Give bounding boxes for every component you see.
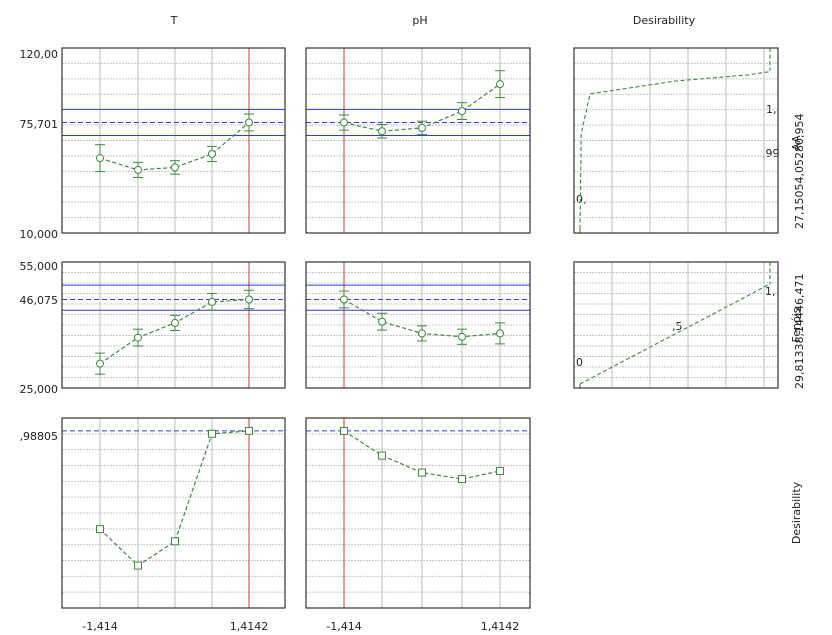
data-point: [459, 476, 466, 483]
desfun-aa-ticks: 27,15054,05280,954: [793, 114, 806, 229]
desfun-aa-label-99: ,99: [762, 147, 780, 160]
ytick-fen-bot: 25,000: [20, 383, 59, 396]
data-point: [135, 166, 142, 173]
desfun-fen-label-1: 1,: [765, 285, 776, 298]
data-point: [97, 155, 104, 162]
data-point: [209, 430, 216, 437]
panel-2-ph: [306, 418, 530, 608]
data-point: [341, 427, 348, 434]
ytick-aa-mid: 75,701: [20, 118, 59, 131]
data-point: [246, 119, 253, 126]
data-point: [341, 119, 348, 126]
data-point: [419, 469, 426, 476]
column-title-t: T: [170, 14, 178, 27]
data-point: [497, 81, 504, 88]
data-point: [341, 296, 348, 303]
data-point: [97, 360, 104, 367]
data-point: [172, 164, 179, 171]
desirability-curve: [580, 284, 770, 384]
xtick-ph-max: 1,4142: [481, 620, 520, 633]
panel-2-t: [62, 418, 285, 608]
row-label-desirability: Desirability: [790, 481, 803, 544]
panel-0-ph: [306, 48, 530, 233]
ytick-aa-top: 120,00: [20, 48, 59, 61]
data-point: [172, 538, 179, 545]
data-point: [97, 526, 104, 533]
column-title-desirability: Desirability: [633, 14, 696, 27]
data-point: [459, 108, 466, 115]
data-point: [419, 330, 426, 337]
ytick-aa-bot: 10,000: [20, 228, 59, 241]
data-point: [135, 334, 142, 341]
panel-1-t: [62, 262, 285, 388]
data-point: [497, 330, 504, 337]
xtick-t-max: 1,4142: [230, 620, 269, 633]
ytick-des-mid: ,98805: [20, 430, 59, 443]
data-point: [459, 333, 466, 340]
data-point: [172, 319, 179, 326]
data-point: [419, 124, 426, 131]
data-point: [379, 452, 386, 459]
data-point: [135, 562, 142, 569]
data-point: [497, 467, 504, 474]
ytick-fen-mid: 46,075: [20, 294, 59, 307]
desfun-fen-ticks: 29,81338,14446,471: [793, 274, 806, 389]
panel-desirability-function-1: [574, 262, 778, 388]
ytick-fen-top: 55,000: [20, 260, 59, 273]
panel-desirability-function-0: [574, 48, 778, 233]
data-point: [246, 296, 253, 303]
data-point: [209, 150, 216, 157]
data-point: [379, 128, 386, 135]
xtick-ph-min: -1,414: [326, 620, 361, 633]
xtick-t-min: -1,414: [82, 620, 117, 633]
data-point: [209, 298, 216, 305]
panel-0-t: [62, 48, 285, 233]
data-point: [246, 427, 253, 434]
panel-1-ph: [306, 262, 530, 388]
data-point: [379, 318, 386, 325]
column-title-ph: pH: [412, 14, 427, 27]
desfun-aa-label-0: 0,: [576, 193, 587, 206]
